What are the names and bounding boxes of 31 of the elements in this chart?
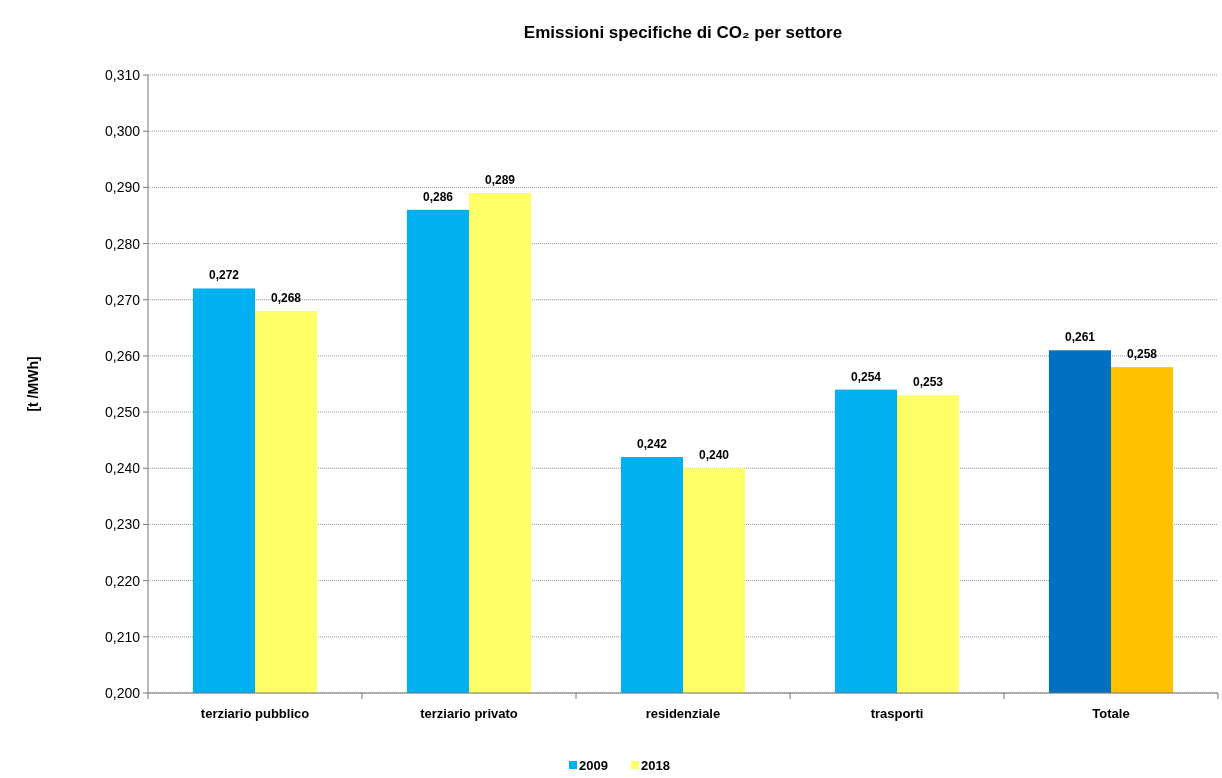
y-tick-label: 0,290 [104, 179, 141, 196]
data-label: 0,253 [913, 375, 944, 390]
legend-label: 2018 [641, 758, 670, 773]
data-label: 0,240 [699, 448, 730, 463]
legend-label: 2009 [579, 758, 608, 773]
y-tick-label: 0,310 [104, 67, 141, 83]
data-label: 0,286 [422, 189, 454, 204]
y-tick-label: 0,300 [104, 123, 141, 140]
data-label: 0,258 [1127, 347, 1158, 362]
y-tick-label: 0,270 [104, 291, 141, 308]
x-tick-label: Totale [1092, 706, 1130, 721]
x-tick-label: residenziale [645, 706, 721, 721]
y-tick-label: 0,260 [104, 347, 141, 364]
x-tick-label: terziario pubblico [200, 706, 310, 721]
data-label: 0,268 [271, 290, 302, 305]
y-tick-label: 0,210 [104, 628, 141, 645]
data-label: 0,289 [485, 172, 516, 187]
data-label: 0,272 [208, 268, 240, 283]
y-tick-label: 0,230 [104, 516, 141, 533]
x-tick-label: terziario privato [420, 706, 518, 721]
y-tick-label: 0,200 [104, 685, 141, 701]
data-label: 0,254 [850, 369, 882, 384]
chart-title: Emissioni specifiche di CO₂ per settore [523, 23, 843, 42]
data-label: 0,261 [1064, 330, 1096, 345]
data-label: 0,242 [636, 437, 668, 452]
y-tick-label: 0,220 [104, 572, 141, 589]
y-axis-title: [t /MWh] [25, 356, 41, 412]
y-tick-label: 0,250 [104, 404, 141, 421]
y-tick-label: 0,240 [104, 460, 141, 477]
x-tick-label: trasporti [870, 706, 924, 721]
y-tick-label: 0,280 [104, 235, 141, 252]
